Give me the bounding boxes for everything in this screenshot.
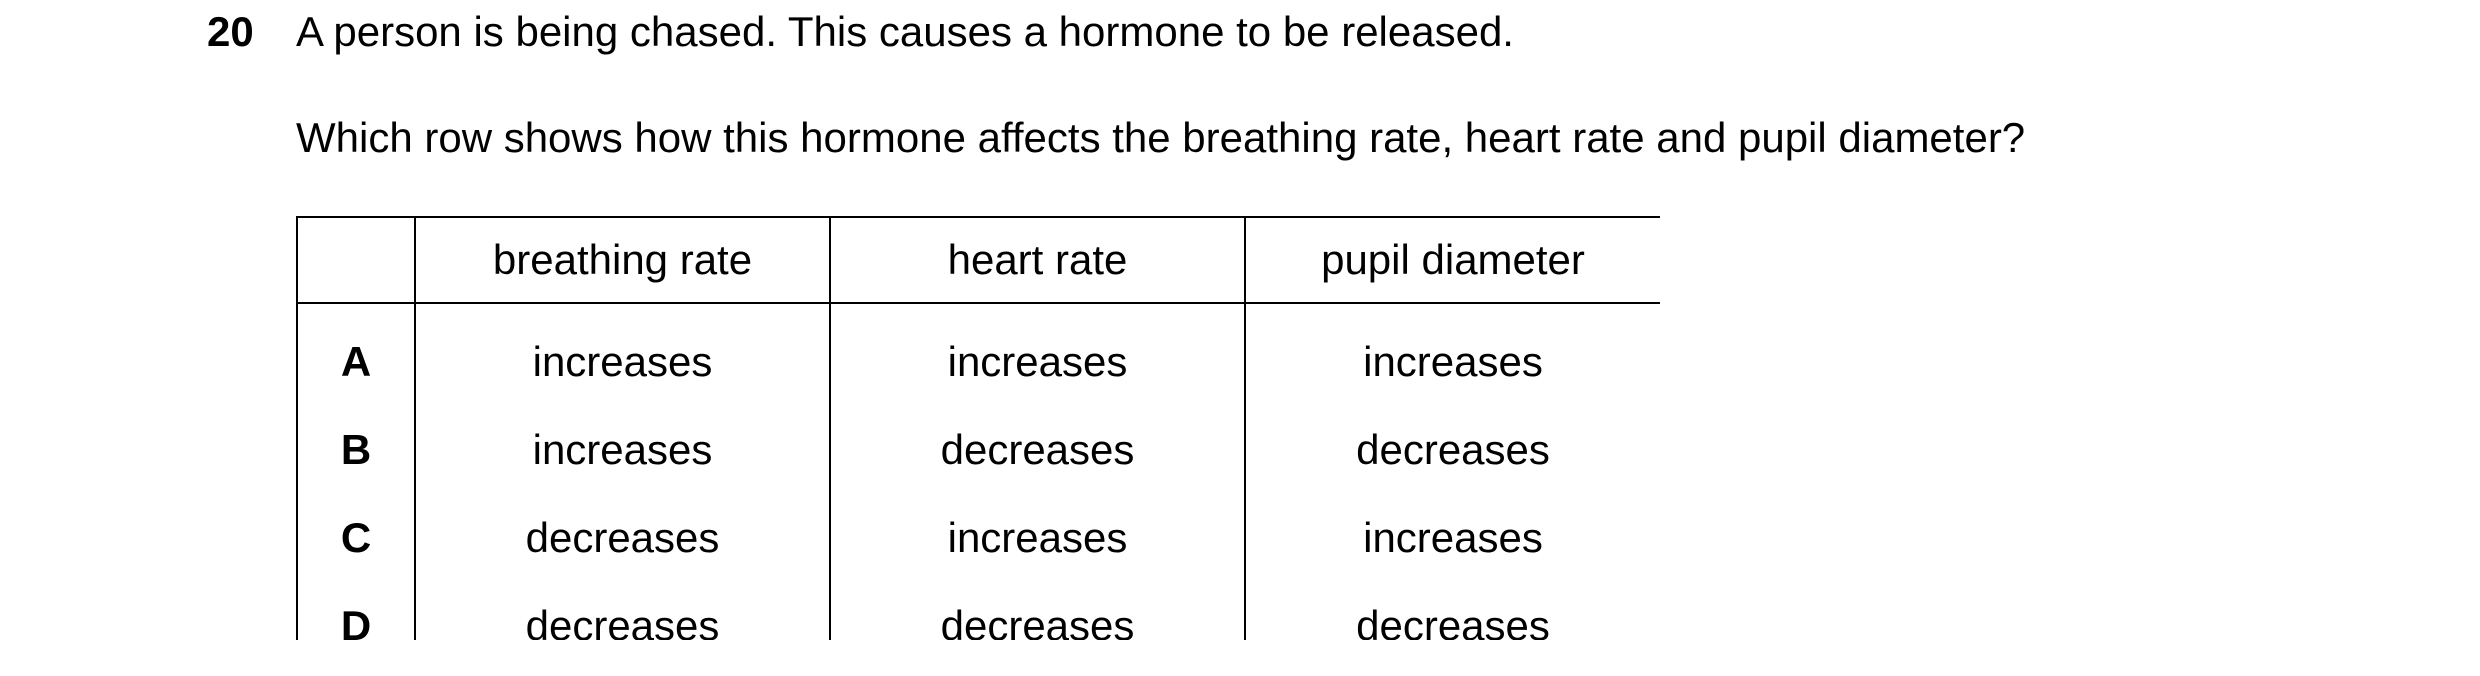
answer-table-container: breathing rate heart rate pupil diameter…: [296, 216, 1660, 640]
header-breathing-rate: breathing rate: [414, 216, 831, 304]
pupil-diameter-cell: increases: [1244, 303, 1660, 406]
table-row: B increases decreases decreases: [296, 406, 1660, 494]
heart-rate-cell: decreases: [829, 406, 1246, 494]
answer-table: breathing rate heart rate pupil diameter…: [296, 216, 1660, 640]
pupil-diameter-cell: increases: [1244, 494, 1660, 582]
question-number: 20: [207, 8, 254, 55]
header-heart-rate: heart rate: [829, 216, 1246, 304]
heart-rate-cell: increases: [829, 303, 1246, 406]
row-label: C: [296, 494, 416, 582]
heart-rate-cell: increases: [829, 494, 1246, 582]
breathing-rate-cell: increases: [414, 303, 831, 406]
header-pupil-diameter: pupil diameter: [1244, 216, 1660, 304]
breathing-rate-cell: increases: [414, 406, 831, 494]
breathing-rate-cell: decreases: [414, 582, 831, 640]
row-label: D: [296, 582, 416, 640]
table-header-row: breathing rate heart rate pupil diameter: [296, 216, 1660, 304]
pupil-diameter-cell: decreases: [1244, 406, 1660, 494]
question-prompt: Which row shows how this hormone affects…: [296, 114, 2026, 161]
table-row: A increases increases increases: [296, 303, 1660, 406]
breathing-rate-cell: decreases: [414, 494, 831, 582]
heart-rate-cell: decreases: [829, 582, 1246, 640]
question-stem: A person is being chased. This causes a …: [296, 8, 1514, 55]
table-row: D decreases decreases decreases: [296, 582, 1660, 640]
row-label: B: [296, 406, 416, 494]
table-row: C decreases increases increases: [296, 494, 1660, 582]
pupil-diameter-cell: decreases: [1244, 582, 1660, 640]
header-empty: [296, 216, 416, 304]
row-label: A: [296, 303, 416, 406]
